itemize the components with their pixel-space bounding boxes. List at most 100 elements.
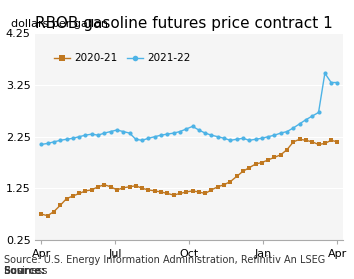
2020-21 <box>96 185 100 188</box>
2020-21 <box>77 192 81 195</box>
2020-21 <box>134 184 138 187</box>
2020-21 <box>58 204 62 207</box>
2021-22 <box>272 133 276 137</box>
2021-22 <box>71 137 75 140</box>
2020-21 <box>316 143 321 146</box>
2020-21 <box>228 180 233 183</box>
2021-22 <box>121 130 125 133</box>
2021-22 <box>178 130 182 133</box>
2021-22 <box>310 114 314 118</box>
Line: 2020-21: 2020-21 <box>39 137 339 218</box>
2021-22 <box>83 133 87 137</box>
2020-21 <box>304 139 308 142</box>
2021-22 <box>90 133 94 136</box>
Line: 2021-22: 2021-22 <box>39 71 339 146</box>
2021-22 <box>247 139 251 142</box>
2021-22 <box>140 139 144 142</box>
2020-21 <box>222 183 226 186</box>
2020-21 <box>159 190 163 194</box>
2020-21 <box>102 183 107 186</box>
2021-22 <box>96 133 100 137</box>
2020-21 <box>140 187 144 190</box>
2020-21 <box>121 186 125 189</box>
Legend: 2020-21, 2021-22: 2020-21, 2021-22 <box>50 49 195 67</box>
2021-22 <box>58 139 62 142</box>
2021-22 <box>285 130 289 133</box>
2021-22 <box>165 133 170 136</box>
2020-21 <box>90 188 94 192</box>
2021-22 <box>304 118 308 121</box>
2020-21 <box>234 175 239 178</box>
2020-21 <box>146 188 150 192</box>
2021-22 <box>241 137 245 140</box>
2021-22 <box>222 137 226 140</box>
2021-22 <box>291 126 296 130</box>
2021-22 <box>190 125 195 128</box>
2021-22 <box>234 138 239 141</box>
2021-22 <box>216 135 220 138</box>
2021-22 <box>253 138 258 141</box>
2020-21 <box>247 166 251 169</box>
2020-21 <box>291 140 296 143</box>
2021-22 <box>266 135 270 138</box>
2021-22 <box>109 130 113 133</box>
2020-21 <box>64 197 69 200</box>
2021-22 <box>102 131 107 135</box>
2020-21 <box>46 214 50 217</box>
2021-22 <box>134 138 138 141</box>
2020-21 <box>279 153 283 157</box>
2021-22 <box>52 140 56 143</box>
Text: Source:: Source: <box>4 266 46 276</box>
2021-22 <box>77 135 81 138</box>
2020-21 <box>297 138 302 141</box>
2020-21 <box>71 194 75 198</box>
2020-21 <box>216 185 220 188</box>
2021-22 <box>184 127 188 131</box>
2020-21 <box>153 189 157 193</box>
2021-22 <box>279 131 283 135</box>
2020-21 <box>83 189 87 193</box>
2020-21 <box>39 213 44 216</box>
2021-22 <box>46 142 50 145</box>
2021-22 <box>115 128 119 132</box>
2020-21 <box>272 156 276 159</box>
2020-21 <box>253 162 258 166</box>
Text: RBOB gasoline futures price contract 1: RBOB gasoline futures price contract 1 <box>35 16 333 31</box>
2021-22 <box>127 131 132 135</box>
2021-22 <box>39 143 44 146</box>
Text: dollars per gallon: dollars per gallon <box>11 19 108 29</box>
2020-21 <box>172 193 176 197</box>
2020-21 <box>203 192 207 195</box>
2021-22 <box>197 128 201 132</box>
2020-21 <box>285 148 289 151</box>
2020-21 <box>178 192 182 195</box>
2021-22 <box>316 111 321 114</box>
Text: Source: U.S. Energy Information Administration, Refinitiv An LSEG
Business: Source: U.S. Energy Information Administ… <box>4 255 325 276</box>
2020-21 <box>165 192 170 195</box>
2020-21 <box>115 188 119 192</box>
2021-22 <box>159 133 163 137</box>
2021-22 <box>172 131 176 135</box>
2021-22 <box>228 139 233 142</box>
2020-21 <box>329 139 333 142</box>
2020-21 <box>109 185 113 188</box>
2020-21 <box>310 140 314 143</box>
2021-22 <box>209 133 213 137</box>
2020-21 <box>190 189 195 193</box>
2021-22 <box>335 81 339 84</box>
2020-21 <box>335 140 339 143</box>
2021-22 <box>146 137 150 140</box>
2021-22 <box>297 122 302 126</box>
2021-22 <box>323 71 327 75</box>
2020-21 <box>266 158 270 162</box>
2020-21 <box>127 185 132 188</box>
2020-21 <box>260 161 264 164</box>
2021-22 <box>64 138 69 141</box>
2020-21 <box>323 142 327 145</box>
2020-21 <box>52 210 56 213</box>
2021-22 <box>329 81 333 84</box>
2020-21 <box>241 170 245 173</box>
2020-21 <box>184 190 188 194</box>
2021-22 <box>153 135 157 138</box>
2020-21 <box>197 190 201 194</box>
